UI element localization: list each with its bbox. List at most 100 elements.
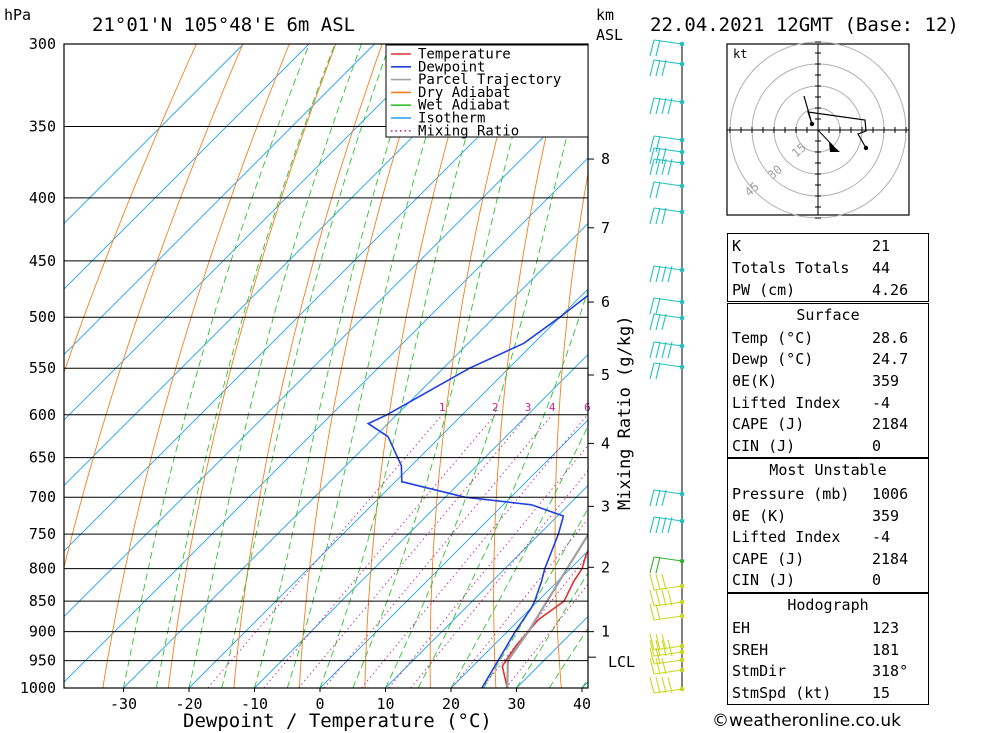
dry-adiabat-line <box>936 44 1000 688</box>
mu-cape-label: CAPE (J) <box>732 550 805 568</box>
dry-adiabat-line <box>493 44 569 688</box>
brand-footer[interactable]: ©weatheronline.co.uk <box>712 711 902 731</box>
wind-barb <box>649 556 683 574</box>
wind-barb <box>649 639 683 657</box>
datetime-title: 22.04.2021 12GMT (Base: 12) <box>650 14 959 36</box>
wind-barb <box>649 158 683 176</box>
eh-value: 123 <box>872 619 900 637</box>
isotherm-line <box>64 91 588 618</box>
mixing-ratio-line <box>451 518 588 688</box>
isotherm-line <box>64 44 244 225</box>
hodograph-params-title: Hodograph <box>787 596 869 614</box>
surface-title: Surface <box>796 306 860 324</box>
isotherm-line <box>64 44 506 487</box>
wet-adiabat-line <box>319 44 494 688</box>
legend-entry: Dry Adiabat <box>418 85 511 101</box>
mu-cin-label: CIN (J) <box>732 571 796 589</box>
eh-label: EH <box>732 619 751 637</box>
mu-pressure-label: Pressure (mb) <box>732 485 850 503</box>
x-tick-label: 30 <box>507 695 525 713</box>
isotherm-line <box>385 484 588 688</box>
wet-adiabat-line <box>123 44 310 688</box>
k-index-value: 21 <box>872 237 891 255</box>
wet-adiabat-line <box>254 44 421 688</box>
dry-adiabat-line <box>364 44 476 688</box>
mixing-ratio-line <box>361 414 588 688</box>
height-km-label: 2 <box>601 558 610 576</box>
temperature-profile <box>501 548 588 688</box>
totals-totals-value: 44 <box>872 259 891 277</box>
hodograph-point <box>863 145 869 151</box>
pressure-unit: hPa <box>4 6 31 24</box>
isotherm-line <box>64 44 572 552</box>
pressure-tick-label: 550 <box>29 359 56 377</box>
sreh-value: 181 <box>872 641 900 659</box>
wind-barb <box>649 603 683 621</box>
mu-lifted-label: Lifted Index <box>732 528 841 546</box>
wind-barb <box>649 362 683 380</box>
wind-barb <box>649 147 683 165</box>
mu-pressure-value: 1006 <box>872 485 909 503</box>
dry-adiabat-line <box>233 44 383 688</box>
x-tick-label: -10 <box>241 695 268 713</box>
height-km-label: 4 <box>601 434 610 452</box>
pressure-tick-label: 450 <box>29 252 56 270</box>
wind-barb <box>649 39 683 57</box>
height-km-label: 5 <box>601 366 610 384</box>
wind-barb <box>649 265 683 283</box>
surface-lifted-value: -4 <box>872 394 891 412</box>
wind-barb <box>649 59 683 77</box>
dry-adiabat-line <box>102 44 290 688</box>
pressure-tick-label: 800 <box>29 560 56 578</box>
mu-cape-value: 2184 <box>872 550 909 568</box>
wind-barb <box>649 135 683 153</box>
mu-lifted-value: -4 <box>872 528 891 546</box>
isotherm-line <box>64 157 588 683</box>
wind-barb <box>649 516 683 534</box>
surface-temp-label: Temp (°C) <box>732 329 814 347</box>
height-km-label: 7 <box>601 219 610 237</box>
pressure-tick-label: 300 <box>29 35 56 53</box>
height-km-label: 1 <box>601 623 610 641</box>
legend-entry: Temperature <box>418 47 511 63</box>
wet-adiabat-line <box>221 44 391 688</box>
pressure-tick-label: 600 <box>29 406 56 424</box>
most-unstable-panel: Most Unstable Pressure (mb) 1006 θE (K) 35… <box>727 458 929 593</box>
pressure-tick-label: 650 <box>29 449 56 467</box>
pressure-tick-label: 500 <box>29 308 56 326</box>
isotherm-line <box>64 44 375 356</box>
dry-adiabat-line <box>64 44 197 374</box>
height-unit-km: km <box>596 6 614 24</box>
surface-theta-e-value: 359 <box>872 372 900 390</box>
mixing-ratio-line <box>298 414 529 688</box>
wind-profile <box>649 39 685 694</box>
surface-dewp-value: 24.7 <box>872 350 909 368</box>
stmdir-label: StmDir <box>732 662 787 680</box>
location-title: 21°01'N 105°48'E 6m ASL <box>92 14 355 36</box>
pressure-tick-label: 1000 <box>20 679 56 697</box>
wind-barb <box>649 341 683 359</box>
mixing-ratio-tick-label: 3 <box>525 401 532 414</box>
wet-adiabat-line <box>450 424 588 688</box>
wind-barb <box>649 207 683 225</box>
wind-barb <box>649 676 683 694</box>
surface-cape-label: CAPE (J) <box>732 415 805 433</box>
x-tick-label: 0 <box>315 695 324 713</box>
wet-adiabat-line <box>286 44 455 688</box>
mixing-ratio-axis-label: Mixing Ratio (g/kg) <box>615 316 635 510</box>
wind-barb <box>649 181 683 199</box>
surface-cape-value: 2184 <box>872 415 909 433</box>
surface-theta-e-label: θE(K) <box>732 372 778 390</box>
mixing-ratio-line <box>388 444 588 688</box>
wind-barb <box>649 657 683 675</box>
wind-barb <box>649 633 683 651</box>
totals-totals-label: Totals Totals <box>732 259 850 277</box>
wind-barb <box>649 97 683 115</box>
parcel-trajectory-profile <box>506 532 588 688</box>
pressure-tick-label: 700 <box>29 488 56 506</box>
indices-panel: K 21 Totals Totals 44 PW (cm) 4.26 <box>727 233 929 302</box>
x-tick-label: 40 <box>573 695 591 713</box>
pressure-tick-label: 900 <box>29 623 56 641</box>
